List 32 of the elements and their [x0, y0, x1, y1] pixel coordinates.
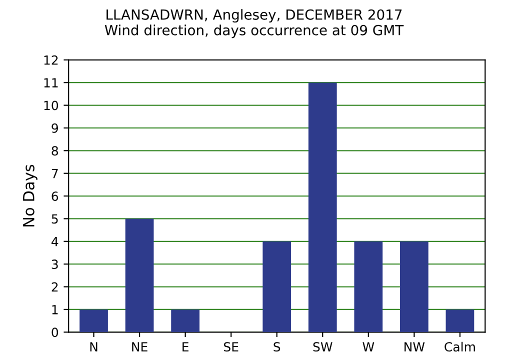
y-tick-label: 2 — [52, 282, 58, 292]
x-tick-label: Calm — [444, 342, 475, 352]
bar — [262, 241, 292, 332]
y-tick-label: 9 — [52, 123, 58, 133]
chart-title: LLANSADWRN, Anglesey, DECEMBER 2017 Wind direction, days occurrence at 09 GMT — [104, 9, 404, 38]
x-tick-label: NW — [404, 342, 425, 352]
bar — [400, 241, 428, 332]
y-tick-label: 8 — [52, 146, 58, 156]
y-tick-label: 5 — [52, 214, 58, 224]
y-tick-label: 3 — [52, 260, 58, 270]
y-tick-label: 10 — [44, 100, 58, 110]
bar — [354, 241, 383, 332]
y-tick-label: 7 — [52, 168, 58, 178]
bar — [80, 309, 108, 332]
y-tick-label: 4 — [52, 237, 58, 246]
bar — [308, 82, 337, 332]
x-tick-label: S — [274, 342, 280, 352]
x-tick-label: SW — [313, 342, 332, 352]
bar — [446, 309, 474, 332]
y-tick-label: 1 — [52, 305, 58, 314]
bar — [125, 218, 154, 332]
y-tick-label: 0 — [52, 328, 58, 338]
x-tick-label: SE — [224, 342, 238, 352]
y-axis-title: No Days — [23, 164, 38, 226]
bar — [171, 309, 200, 332]
x-tick-label: NE — [132, 342, 148, 352]
x-tick-label: W — [362, 342, 374, 352]
y-tick-label: 6 — [52, 191, 58, 201]
y-tick-label: 11 — [44, 78, 58, 88]
x-tick-label: N — [90, 342, 98, 352]
y-tick-label: 12 — [44, 55, 58, 65]
x-tick-label: E — [182, 342, 188, 352]
